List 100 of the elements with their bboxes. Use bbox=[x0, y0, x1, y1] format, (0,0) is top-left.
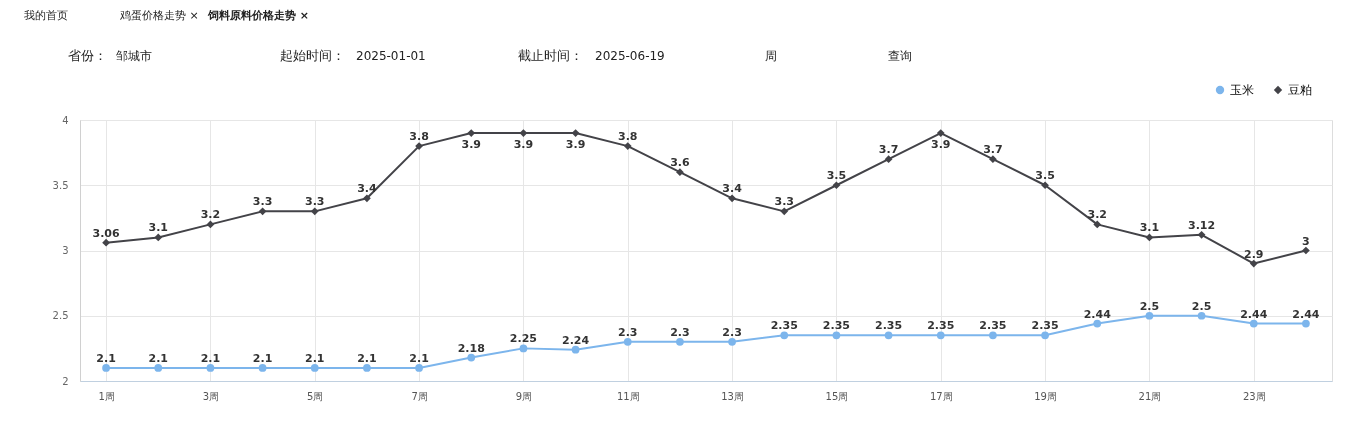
y-tick-label: 4 bbox=[62, 114, 69, 126]
data-label: 2.35 bbox=[1031, 319, 1059, 333]
point bbox=[936, 331, 945, 340]
point bbox=[467, 353, 476, 362]
data-label: 2.1 bbox=[148, 351, 168, 365]
point bbox=[415, 364, 423, 372]
data-label: 3.1 bbox=[1139, 221, 1160, 235]
data-label: 3.9 bbox=[461, 138, 481, 152]
point bbox=[571, 345, 580, 354]
point bbox=[623, 142, 632, 150]
text: 饲料原料价格走势 × bbox=[207, 9, 310, 22]
text: 截止时间： bbox=[518, 48, 583, 63]
data-label: 3.9 bbox=[513, 138, 534, 152]
data-label: 3.1 bbox=[148, 221, 168, 235]
point bbox=[728, 337, 736, 346]
data-label: 2.44 bbox=[1240, 307, 1268, 321]
x-tick-label: 21周 bbox=[1138, 390, 1162, 402]
point bbox=[1302, 319, 1310, 328]
point bbox=[258, 364, 267, 372]
data-label: 3.2 bbox=[200, 208, 221, 222]
point bbox=[363, 364, 371, 372]
point bbox=[1197, 311, 1206, 320]
data-label: 3.6 bbox=[670, 156, 690, 170]
text: 2025-01-01 bbox=[356, 49, 426, 63]
text: 2025-06-19 bbox=[595, 49, 665, 63]
point bbox=[102, 238, 110, 247]
point bbox=[519, 129, 528, 137]
point bbox=[989, 155, 997, 164]
point bbox=[415, 142, 423, 150]
x-tick-label: 3周 bbox=[202, 390, 220, 402]
data-label: 2.3 bbox=[722, 325, 742, 339]
point bbox=[1145, 311, 1154, 320]
data-label: 3.9 bbox=[931, 138, 951, 152]
x-tick-label: 11周 bbox=[616, 390, 640, 402]
data-label: 2.35 bbox=[770, 319, 798, 333]
data-label: 3.3 bbox=[774, 195, 794, 209]
point bbox=[1249, 259, 1258, 268]
point bbox=[206, 220, 215, 229]
data-label: 2.35 bbox=[875, 319, 903, 333]
data-label: 2.3 bbox=[670, 325, 690, 339]
point bbox=[519, 344, 528, 353]
point bbox=[1197, 230, 1206, 239]
point bbox=[1093, 220, 1102, 229]
data-label: 3.4 bbox=[722, 182, 743, 196]
data-label: 2.18 bbox=[457, 341, 485, 355]
point bbox=[310, 207, 319, 216]
data-label: 2.24 bbox=[562, 333, 590, 347]
data-label: 2.1 bbox=[96, 351, 116, 365]
point bbox=[363, 194, 371, 203]
x-tick-label: 17周 bbox=[929, 390, 953, 402]
x-tick-label: 23周 bbox=[1242, 390, 1266, 402]
legend-label: 豆粕 bbox=[1288, 83, 1312, 97]
data-label: 2.35 bbox=[979, 319, 1007, 333]
point bbox=[1041, 331, 1049, 340]
data-label: 3.7 bbox=[878, 143, 899, 157]
data-label: 2.35 bbox=[822, 319, 850, 333]
point bbox=[676, 337, 684, 346]
point bbox=[154, 233, 163, 242]
point bbox=[676, 168, 684, 177]
x-tick-label: 15周 bbox=[825, 390, 849, 402]
data-label: 2.5 bbox=[1191, 299, 1212, 313]
data-label: 2.1 bbox=[305, 351, 325, 365]
data-label: 2.1 bbox=[200, 351, 221, 365]
text: 省份： bbox=[68, 48, 107, 63]
data-label: 3.06 bbox=[92, 226, 120, 240]
text: 查询 bbox=[888, 49, 912, 63]
data-label: 2.1 bbox=[409, 351, 429, 365]
text: 鸡蛋价格走势 × bbox=[119, 9, 199, 22]
point bbox=[1093, 319, 1102, 328]
point bbox=[571, 129, 580, 137]
y-tick-label: 3.5 bbox=[52, 179, 69, 191]
y-tick-label: 2.5 bbox=[52, 310, 69, 322]
data-label: 2.1 bbox=[252, 351, 273, 365]
point bbox=[102, 364, 110, 372]
data-label: 2.25 bbox=[509, 332, 537, 346]
point bbox=[780, 331, 789, 340]
point bbox=[1249, 319, 1258, 328]
text: 起始时间： bbox=[280, 48, 345, 63]
point bbox=[780, 207, 789, 216]
data-label: 2.44 bbox=[1292, 307, 1320, 321]
data-label: 3.8 bbox=[409, 130, 429, 144]
y-tick-label: 2 bbox=[62, 375, 69, 387]
point bbox=[154, 364, 163, 372]
point bbox=[936, 129, 945, 137]
data-label: 2.44 bbox=[1083, 307, 1112, 321]
x-tick-label: 13周 bbox=[721, 390, 744, 402]
data-label: 2.5 bbox=[1139, 299, 1160, 313]
data-label: 3.5 bbox=[826, 169, 847, 183]
data-label: 2.3 bbox=[618, 325, 638, 339]
data-label: 3.8 bbox=[618, 130, 638, 144]
data-label: 3.4 bbox=[357, 182, 377, 196]
point bbox=[310, 364, 319, 372]
point bbox=[884, 155, 893, 164]
data-label: 3.3 bbox=[252, 195, 273, 209]
data-label: 3.5 bbox=[1035, 169, 1055, 183]
x-tick-label: 19周 bbox=[1034, 390, 1057, 402]
data-label: 3.2 bbox=[1087, 208, 1107, 222]
point bbox=[1145, 233, 1154, 242]
x-tick-label: 7周 bbox=[411, 390, 428, 402]
x-tick-label: 1周 bbox=[98, 390, 115, 402]
